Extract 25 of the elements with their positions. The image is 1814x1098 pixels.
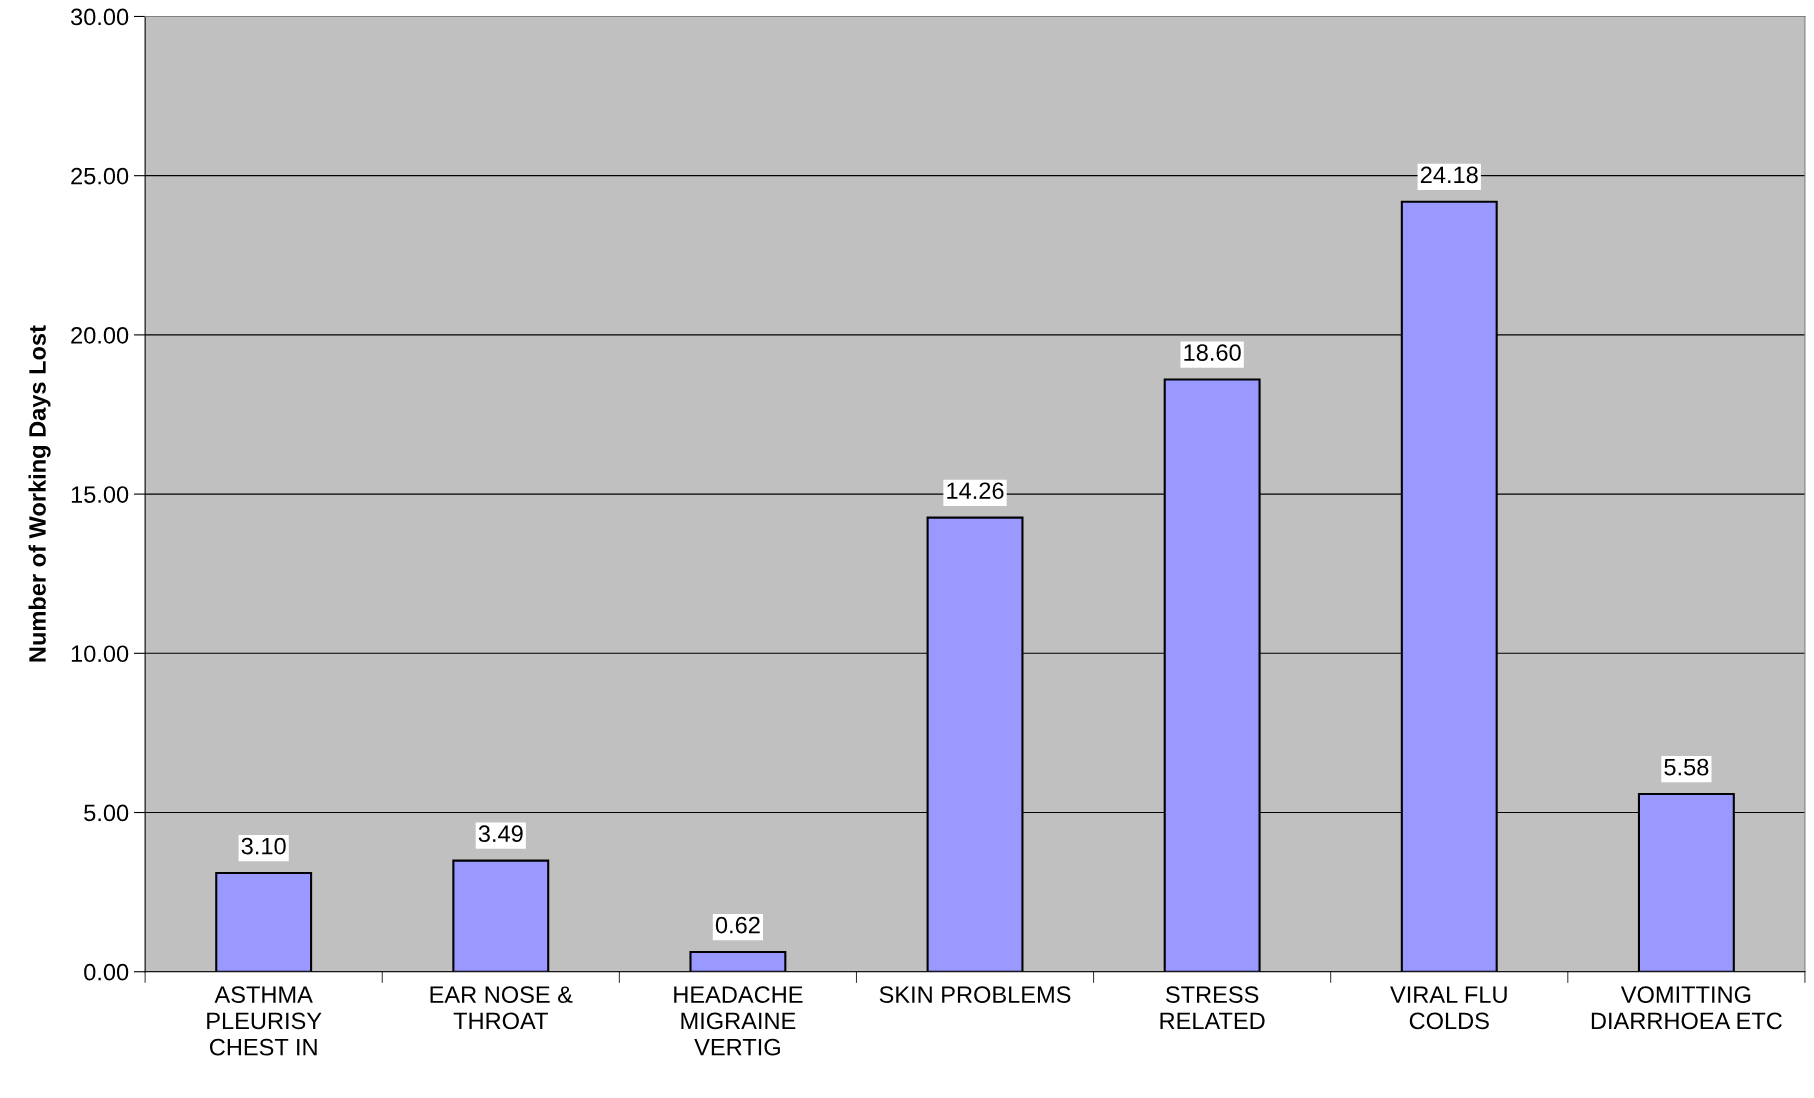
bar [452, 859, 550, 972]
x-tick-label: EAR NOSE & THROAT [430, 986, 573, 1030]
x-tick-label: STRESS RELATED [1160, 986, 1265, 1030]
y-axis-title: Number of Working Days Lost [28, 325, 51, 662]
data-label: 0.62 [715, 916, 760, 934]
y-tick-label: 15.00 [71, 486, 129, 503]
x-tick-label: HEADACHE MIGRAINE VERTIG [674, 986, 803, 1056]
y-tick-label: 5.00 [84, 804, 129, 822]
bar [689, 950, 787, 972]
bar [215, 871, 313, 972]
y-tick-label: 0.00 [84, 963, 129, 981]
x-tick-label: VIRAL FLU COLDS [1390, 986, 1507, 1030]
data-label: 24.18 [1420, 166, 1478, 184]
data-label: 5.58 [1664, 758, 1709, 776]
x-tick-label: SKIN PROBLEMS [879, 986, 1071, 1003]
data-label: 14.26 [947, 482, 1004, 500]
y-tick-label: 10.00 [71, 645, 129, 663]
y-tick-label: 30.00 [70, 8, 129, 26]
x-tick-label: VOMITTING DIARRHOEA ETC [1591, 986, 1782, 1030]
x-tick-label: ASTHMA PLEURISY CHEST IN [207, 986, 322, 1056]
y-tick-label: 25.00 [71, 167, 129, 185]
data-label: 3.10 [241, 837, 286, 855]
data-label: 3.49 [478, 825, 523, 843]
data-label: 18.60 [1184, 344, 1241, 361]
y-tick-label: 20.00 [71, 326, 129, 344]
